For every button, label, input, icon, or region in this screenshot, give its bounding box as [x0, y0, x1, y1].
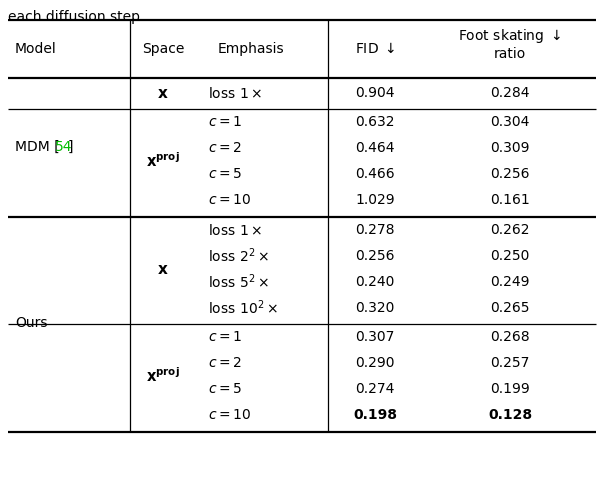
Text: Foot skating $\downarrow$
ratio: Foot skating $\downarrow$ ratio: [458, 27, 562, 61]
Text: Emphasis: Emphasis: [218, 42, 284, 56]
Text: loss $1\times$: loss $1\times$: [208, 222, 263, 238]
Text: $\mathbf{x}$: $\mathbf{x}$: [157, 262, 169, 276]
Text: $c = 1$: $c = 1$: [208, 115, 242, 129]
Text: loss $5^2\times$: loss $5^2\times$: [208, 273, 269, 291]
Text: $c = 10$: $c = 10$: [208, 408, 251, 422]
Text: 0.274: 0.274: [355, 382, 394, 396]
Text: 0.128: 0.128: [488, 408, 532, 422]
Text: 0.307: 0.307: [355, 330, 394, 344]
Text: $c = 5$: $c = 5$: [208, 382, 242, 396]
Text: 0.265: 0.265: [490, 301, 530, 315]
Text: 0.464: 0.464: [355, 141, 395, 155]
Text: 0.278: 0.278: [355, 223, 395, 237]
Text: Ours: Ours: [15, 316, 48, 329]
Text: 0.466: 0.466: [355, 167, 395, 181]
Text: 0.304: 0.304: [490, 115, 530, 129]
Text: $c = 1$: $c = 1$: [208, 330, 242, 344]
Text: MDM [: MDM [: [15, 140, 60, 153]
Text: $\mathbf{x}^{\mathbf{proj}}$: $\mathbf{x}^{\mathbf{proj}}$: [146, 151, 180, 171]
Text: $\mathbf{x}^{\mathbf{proj}}$: $\mathbf{x}^{\mathbf{proj}}$: [146, 367, 180, 385]
Text: 0.198: 0.198: [353, 408, 397, 422]
Text: $c = 10$: $c = 10$: [208, 193, 251, 207]
Text: 0.309: 0.309: [490, 141, 530, 155]
Text: 0.320: 0.320: [355, 301, 394, 315]
Text: 0.256: 0.256: [490, 167, 530, 181]
Text: $c = 2$: $c = 2$: [208, 141, 242, 155]
Text: Model: Model: [15, 42, 57, 56]
Text: 1.029: 1.029: [355, 193, 395, 207]
Text: 0.249: 0.249: [490, 275, 530, 289]
Text: loss $2^2\times$: loss $2^2\times$: [208, 246, 269, 265]
Text: $c = 5$: $c = 5$: [208, 167, 242, 181]
Text: 0.632: 0.632: [355, 115, 395, 129]
Text: FID $\downarrow$: FID $\downarrow$: [355, 42, 396, 56]
Text: 0.257: 0.257: [490, 356, 530, 370]
Text: each diffusion step.: each diffusion step.: [8, 10, 144, 24]
Text: 0.199: 0.199: [490, 382, 530, 396]
Text: ]: ]: [68, 140, 74, 153]
Text: 0.161: 0.161: [490, 193, 530, 207]
Text: loss $10^2\times$: loss $10^2\times$: [208, 299, 278, 318]
Text: 0.240: 0.240: [355, 275, 394, 289]
Text: 0.284: 0.284: [490, 86, 530, 100]
Text: 0.256: 0.256: [355, 249, 395, 263]
Text: 0.262: 0.262: [490, 223, 530, 237]
Text: 0.290: 0.290: [355, 356, 395, 370]
Text: 0.268: 0.268: [490, 330, 530, 344]
Text: $\mathbf{x}$: $\mathbf{x}$: [157, 85, 169, 100]
Text: Space: Space: [142, 42, 184, 56]
Text: 0.250: 0.250: [490, 249, 530, 263]
Text: 54: 54: [55, 140, 72, 153]
Text: loss $1\times$: loss $1\times$: [208, 85, 263, 100]
Text: $c = 2$: $c = 2$: [208, 356, 242, 370]
Text: 0.904: 0.904: [355, 86, 395, 100]
